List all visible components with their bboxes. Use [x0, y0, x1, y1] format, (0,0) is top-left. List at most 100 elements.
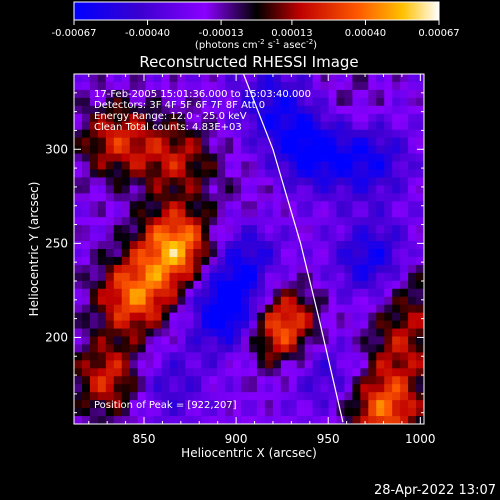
heatmap-cell — [400, 376, 409, 385]
colorbar-tick-label: 0.00013 — [271, 28, 312, 39]
heatmap-cell — [153, 344, 163, 353]
solar-limb-curve — [242, 74, 344, 423]
heatmap-cell — [161, 105, 171, 115]
heatmap-cell — [344, 296, 353, 306]
heatmap-cell — [169, 416, 178, 424]
heatmap-cell — [328, 400, 338, 409]
heatmap-cell — [201, 177, 210, 186]
heatmap-cell — [161, 209, 171, 218]
heatmap-cell — [193, 121, 202, 131]
heatmap-cell — [360, 256, 369, 266]
heatmap-cell — [384, 161, 393, 171]
heatmap-cell — [113, 177, 123, 186]
heatmap-cell — [105, 105, 115, 115]
heatmap-cell — [225, 201, 234, 210]
heatmap-cell — [225, 408, 234, 417]
heatmap-cell — [241, 288, 250, 298]
heatmap-cell — [74, 344, 83, 353]
heatmap-cell — [201, 272, 210, 282]
heatmap-cell — [225, 97, 234, 107]
heatmap-cell — [209, 328, 218, 338]
heatmap-cell — [169, 177, 178, 186]
heatmap-cell — [225, 320, 234, 330]
heatmap-cell — [105, 113, 115, 123]
heatmap-cell — [400, 193, 409, 202]
heatmap-cell — [312, 400, 322, 409]
heatmap-cell — [193, 193, 202, 202]
heatmap-cell — [288, 233, 298, 242]
heatmap-cell — [328, 145, 338, 155]
heatmap-cell — [121, 169, 131, 178]
heatmap-cell — [185, 89, 194, 99]
heatmap-cell — [368, 121, 377, 131]
heatmap-cell — [392, 137, 401, 147]
heatmap-cell — [320, 304, 330, 314]
heatmap-cell — [225, 193, 234, 202]
heatmap-cell — [328, 105, 338, 115]
heatmap-cell — [177, 400, 186, 409]
heatmap-cell — [217, 89, 226, 99]
heatmap-cell — [105, 416, 115, 424]
heatmap-cell — [368, 416, 377, 424]
heatmap-cell — [113, 256, 123, 266]
heatmap-cell — [74, 336, 83, 346]
heatmap-cell — [256, 201, 266, 210]
heatmap-cell — [233, 233, 242, 242]
heatmap-cell — [296, 161, 306, 171]
heatmap-cell — [352, 264, 361, 274]
heatmap-cell — [145, 328, 155, 338]
heatmap-cell — [376, 121, 385, 131]
heatmap-cell — [304, 400, 314, 409]
heatmap-cell — [129, 129, 139, 139]
heatmap-cell — [193, 129, 202, 139]
heatmap-cell — [225, 304, 234, 314]
heatmap-cell — [288, 209, 298, 218]
heatmap-cell — [272, 105, 282, 115]
heatmap-cell — [145, 272, 155, 282]
heatmap-cell — [304, 209, 314, 218]
heatmap-cell — [81, 360, 91, 369]
heatmap-cell — [105, 408, 115, 417]
heatmap-cell — [320, 352, 330, 361]
heatmap-cell — [209, 201, 218, 210]
heatmap-cell — [153, 225, 163, 234]
heatmap-cell — [81, 320, 91, 330]
heatmap-cell — [336, 264, 346, 274]
heatmap-cell — [416, 105, 424, 115]
heatmap-cell — [360, 105, 369, 115]
heatmap-cell — [177, 296, 186, 306]
heatmap-cell — [336, 336, 346, 346]
heatmap-cell — [272, 368, 282, 377]
heatmap-cell — [145, 312, 155, 322]
heatmap-cell — [97, 336, 107, 346]
heatmap-cell — [153, 328, 163, 338]
heatmap-cell — [280, 193, 290, 202]
heatmap-cell — [416, 352, 424, 361]
heatmap-cell — [81, 408, 91, 417]
heatmap-cell — [352, 352, 361, 361]
heatmap-cell — [376, 416, 385, 424]
heatmap-cell — [280, 217, 290, 226]
heatmap-cell — [336, 201, 346, 210]
heatmap-cell — [169, 320, 178, 330]
heatmap-cell — [185, 113, 194, 123]
heatmap-cell — [153, 169, 163, 178]
heatmap-cell — [81, 185, 91, 194]
heatmap-cell — [384, 241, 393, 250]
heatmap-cell — [264, 169, 274, 178]
heatmap-cell — [233, 256, 242, 266]
heatmap-cell — [153, 400, 163, 409]
heatmap-cell — [137, 169, 147, 178]
heatmap-cell — [185, 400, 194, 409]
heatmap-cell — [272, 264, 282, 274]
heatmap-cell — [185, 256, 194, 266]
heatmap-cell — [241, 113, 250, 123]
heatmap-cell — [145, 416, 155, 424]
heatmap-cell — [129, 161, 139, 171]
heatmap-cell — [89, 320, 99, 330]
heatmap-cell — [272, 185, 282, 194]
heatmap-cell — [376, 241, 385, 250]
heatmap-cell — [416, 256, 424, 266]
heatmap-cell — [264, 241, 274, 250]
heatmap-cell — [280, 81, 290, 91]
